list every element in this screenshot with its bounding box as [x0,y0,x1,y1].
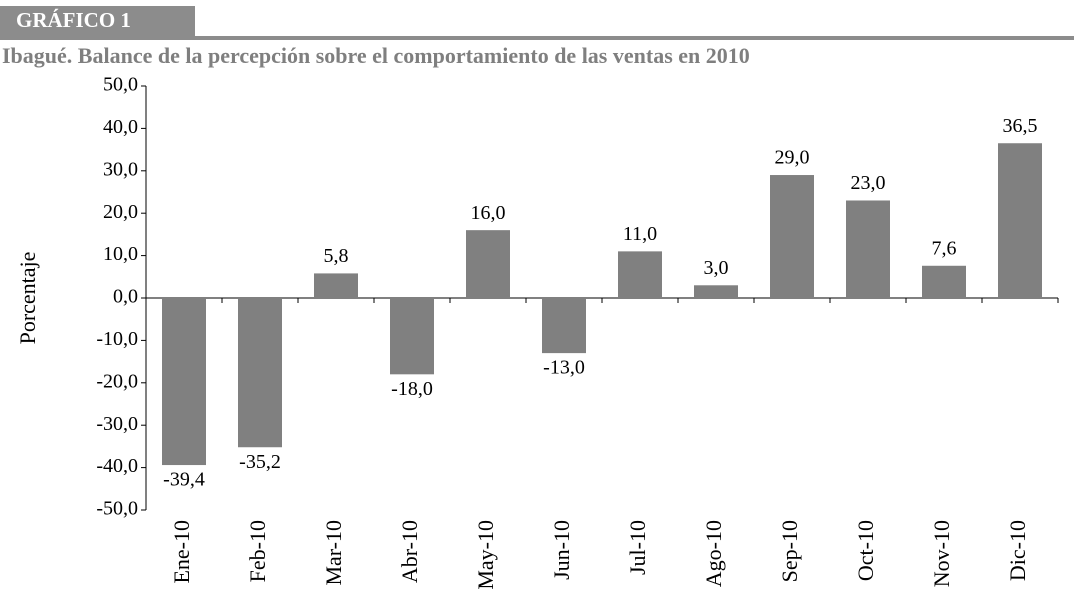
x-tick-label: Mar-10 [321,520,346,586]
x-tick-label: Feb-10 [245,520,270,582]
value-label: -39,4 [163,469,205,491]
value-label: -18,0 [391,378,433,400]
y-tick-label: -10,0 [96,328,138,350]
value-label: 16,0 [471,202,506,224]
bar [466,230,510,298]
x-tick-label: Oct-10 [853,520,878,581]
bar [846,200,890,298]
bar [998,143,1042,298]
bar [618,251,662,298]
figure-label: GRÁFICO 1 [16,8,131,32]
x-tick-label: Abr-10 [397,520,422,583]
label-box [0,6,195,36]
bar [694,285,738,298]
x-tick-label: Dic-10 [1005,520,1030,581]
value-label: 7,6 [932,237,957,259]
y-tick-label: -40,0 [96,455,138,477]
y-tick-label: -30,0 [96,413,138,435]
x-tick-label: Jun-10 [549,520,574,580]
y-tick-label: 50,0 [103,74,138,96]
y-tick-label: -50,0 [96,498,138,520]
header-rule [0,36,1074,40]
value-label: 3,0 [704,257,729,279]
value-label: 5,8 [324,245,349,267]
y-tick-label: 10,0 [103,243,138,265]
x-tick-label: Sep-10 [777,520,802,582]
x-tick-label: Jul-10 [625,520,650,575]
y-tick-label: 0,0 [113,286,138,308]
bar [770,175,814,298]
y-axis-label: Porcentaje [15,252,40,345]
x-tick-label: Nov-10 [929,520,954,587]
y-tick-label: 40,0 [103,116,138,138]
value-label: 29,0 [775,147,810,169]
x-tick-label: Ene-10 [169,520,194,584]
bar [390,298,434,375]
x-tick-label: Ago-10 [701,520,726,587]
y-tick-label: 20,0 [103,201,138,223]
y-tick-label: -20,0 [96,370,138,392]
bar [238,298,282,448]
value-label: 11,0 [623,223,657,245]
value-label: -13,0 [543,357,585,379]
bar [314,273,358,298]
bar [162,298,206,466]
bar [542,298,586,354]
bar [922,265,966,298]
chart-title: Ibagué. Balance de la percepción sobre e… [2,43,750,68]
x-tick-label: May-10 [473,520,498,590]
value-label: -35,2 [239,451,281,473]
value-label: 36,5 [1003,115,1038,137]
value-label: 23,0 [851,172,886,194]
y-tick-label: 30,0 [103,158,138,180]
